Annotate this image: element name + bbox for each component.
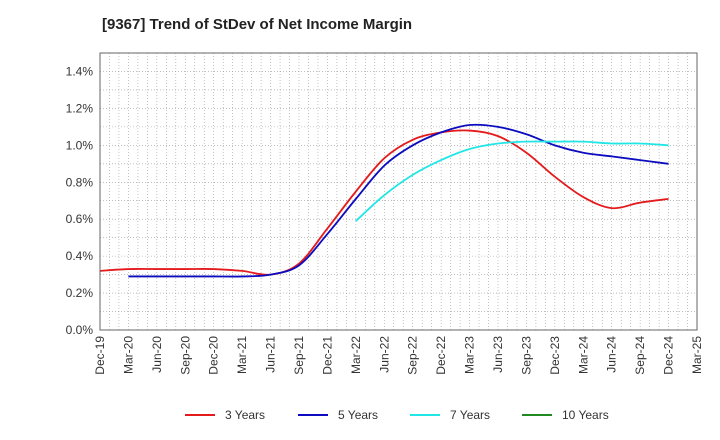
x-tick-label: Dec-19 xyxy=(93,336,107,375)
y-tick-label: 0.2% xyxy=(66,286,94,300)
legend: 3 Years 5 Years 7 Years 10 Years xyxy=(185,408,609,422)
x-tick-label: Sep-23 xyxy=(519,336,533,375)
x-tick-label: Dec-22 xyxy=(434,336,448,375)
x-tick-label: Jun-23 xyxy=(491,336,505,373)
series-line-5-years xyxy=(128,123,669,278)
x-tick-label: Sep-24 xyxy=(633,336,647,375)
series-lines xyxy=(99,123,669,278)
x-tick-label: Sep-21 xyxy=(292,336,306,375)
x-tick-label: Mar-22 xyxy=(349,336,363,374)
y-tick-labels: 0.0% 0.2% 0.4% 0.6% 0.8% 1.0% 1.2% 1.4% xyxy=(66,64,94,337)
x-tick-label: Dec-21 xyxy=(320,336,334,375)
x-tick-labels: Dec-19 Mar-20 Jun-20 Sep-20 Dec-20 Mar-21 Jun-… xyxy=(93,336,704,375)
x-tick-label: Dec-23 xyxy=(548,336,562,375)
x-tick-label: Sep-22 xyxy=(406,336,420,375)
x-tick-label: Sep-20 xyxy=(178,336,192,375)
x-tick-label: Jun-24 xyxy=(605,336,619,373)
chart-title: [9367] Trend of StDev of Net Income Marg… xyxy=(102,16,413,33)
x-tick-label: Dec-24 xyxy=(662,336,676,375)
plot-frame xyxy=(99,52,698,331)
grid-lines xyxy=(100,53,697,330)
legend-label: 7 Years xyxy=(450,408,490,422)
x-tick-label: Jun-20 xyxy=(150,336,164,373)
x-tick-label: Mar-23 xyxy=(463,336,477,374)
series-line-3-years xyxy=(99,129,669,276)
series-line-7-years xyxy=(355,140,669,222)
y-tick-label: 1.2% xyxy=(66,101,94,115)
legend-label: 5 Years xyxy=(338,408,378,422)
y-tick-label: 0.0% xyxy=(66,323,94,337)
x-tick-label: Mar-25 xyxy=(690,336,704,374)
x-tick-label: Dec-20 xyxy=(207,336,221,375)
x-tick-label: Mar-21 xyxy=(235,336,249,374)
y-tick-label: 1.4% xyxy=(66,64,94,78)
y-tick-label: 0.4% xyxy=(66,249,94,263)
x-tick-label: Jun-21 xyxy=(264,336,278,373)
y-tick-label: 0.8% xyxy=(66,175,94,189)
x-tick-label: Jun-22 xyxy=(377,336,391,373)
y-tick-label: 1.0% xyxy=(66,138,94,152)
x-tick-label: Mar-20 xyxy=(121,336,135,374)
x-tick-label: Mar-24 xyxy=(576,336,590,374)
y-tick-label: 0.6% xyxy=(66,212,94,226)
legend-label: 3 Years xyxy=(225,408,265,422)
legend-label: 10 Years xyxy=(562,408,609,422)
